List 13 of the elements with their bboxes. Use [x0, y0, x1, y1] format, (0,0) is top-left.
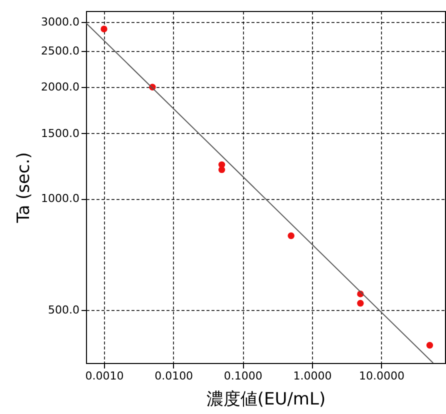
- x-tick-label: 10.0000: [359, 370, 405, 382]
- y-tick-label: 500.0: [48, 304, 80, 317]
- y-axis-title: Ta (sec.): [14, 152, 34, 224]
- y-tick-label: 1000.0: [41, 192, 80, 206]
- x-tick-label: 0.1000: [224, 370, 262, 382]
- x-axis-title: 濃度値(EU/mL): [206, 390, 326, 410]
- x-tick-label: 0.0100: [154, 370, 194, 382]
- y-tick-label: 2000.0: [41, 80, 80, 94]
- x-tick-label: 0.0010: [85, 370, 124, 382]
- x-tick-label: 1.0000: [293, 370, 332, 382]
- y-tick-label: 2500.0: [41, 44, 80, 58]
- y-tick-label: 1500.0: [41, 126, 80, 140]
- y-tick-label: 3000.0: [41, 15, 80, 28]
